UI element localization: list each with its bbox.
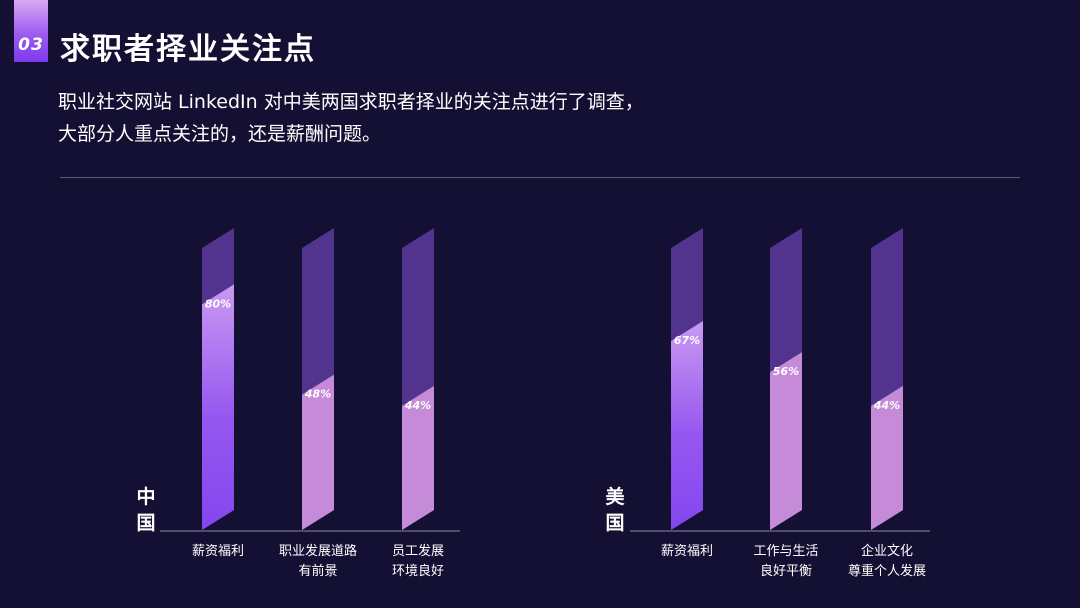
description: 职业社交网站 LinkedIn 对中美两国求职者择业的关注点进行了调查， 大部分…: [58, 86, 644, 150]
country-label-char: 中: [136, 485, 155, 508]
chart-root: 中国80%薪资福利48%职业发展道路有前景44%员工发展环境良好美国67%薪资福…: [136, 228, 930, 579]
value-label: 56%: [773, 365, 799, 378]
category-label: 薪资福利: [192, 544, 244, 559]
bar: [302, 374, 334, 530]
category-label-line: 薪资福利: [661, 544, 713, 559]
category-label: 企业文化尊重个人发展: [848, 543, 926, 579]
value-label: 44%: [404, 399, 431, 412]
category-label: 工作与生活良好平衡: [753, 544, 818, 579]
section-number: 03: [18, 35, 44, 55]
category-label-line: 企业文化: [861, 543, 913, 559]
country-label-char: 美: [605, 485, 625, 508]
bar: [671, 321, 703, 530]
value-label: 67%: [674, 334, 700, 347]
category-label-line: 员工发展: [392, 543, 444, 559]
category-label: 员工发展环境良好: [392, 543, 444, 579]
category-label-line: 环境良好: [392, 563, 444, 579]
bar: [770, 352, 802, 530]
country-label: 美国: [605, 485, 625, 534]
page-title: 求职者择业关注点: [60, 32, 316, 67]
category-label-line: 尊重个人发展: [848, 563, 926, 579]
category-label-line: 工作与生活: [753, 544, 818, 559]
divider: [60, 177, 1020, 178]
category-label-line: 职业发展道路: [279, 543, 357, 559]
category-label-line: 薪资福利: [192, 544, 244, 559]
bar: [202, 284, 234, 530]
category-label-line: 良好平衡: [760, 563, 812, 579]
value-label: 44%: [873, 399, 900, 412]
country-label-char: 国: [605, 512, 624, 534]
country-label: 中国: [136, 485, 155, 534]
category-label: 职业发展道路有前景: [279, 543, 357, 579]
category-label-line: 有前景: [298, 563, 337, 579]
value-label: 80%: [205, 297, 231, 310]
bar: [871, 385, 903, 530]
bar: [402, 385, 434, 530]
value-label: 48%: [304, 388, 331, 401]
description-line-1: 职业社交网站 LinkedIn 对中美两国求职者择业的关注点进行了调查，: [58, 91, 644, 113]
section-number-badge: [14, 0, 48, 62]
country-label-char: 国: [136, 512, 155, 534]
description-line-2: 大部分人重点关注的，还是薪酬问题。: [58, 123, 382, 145]
category-label: 薪资福利: [661, 544, 713, 559]
